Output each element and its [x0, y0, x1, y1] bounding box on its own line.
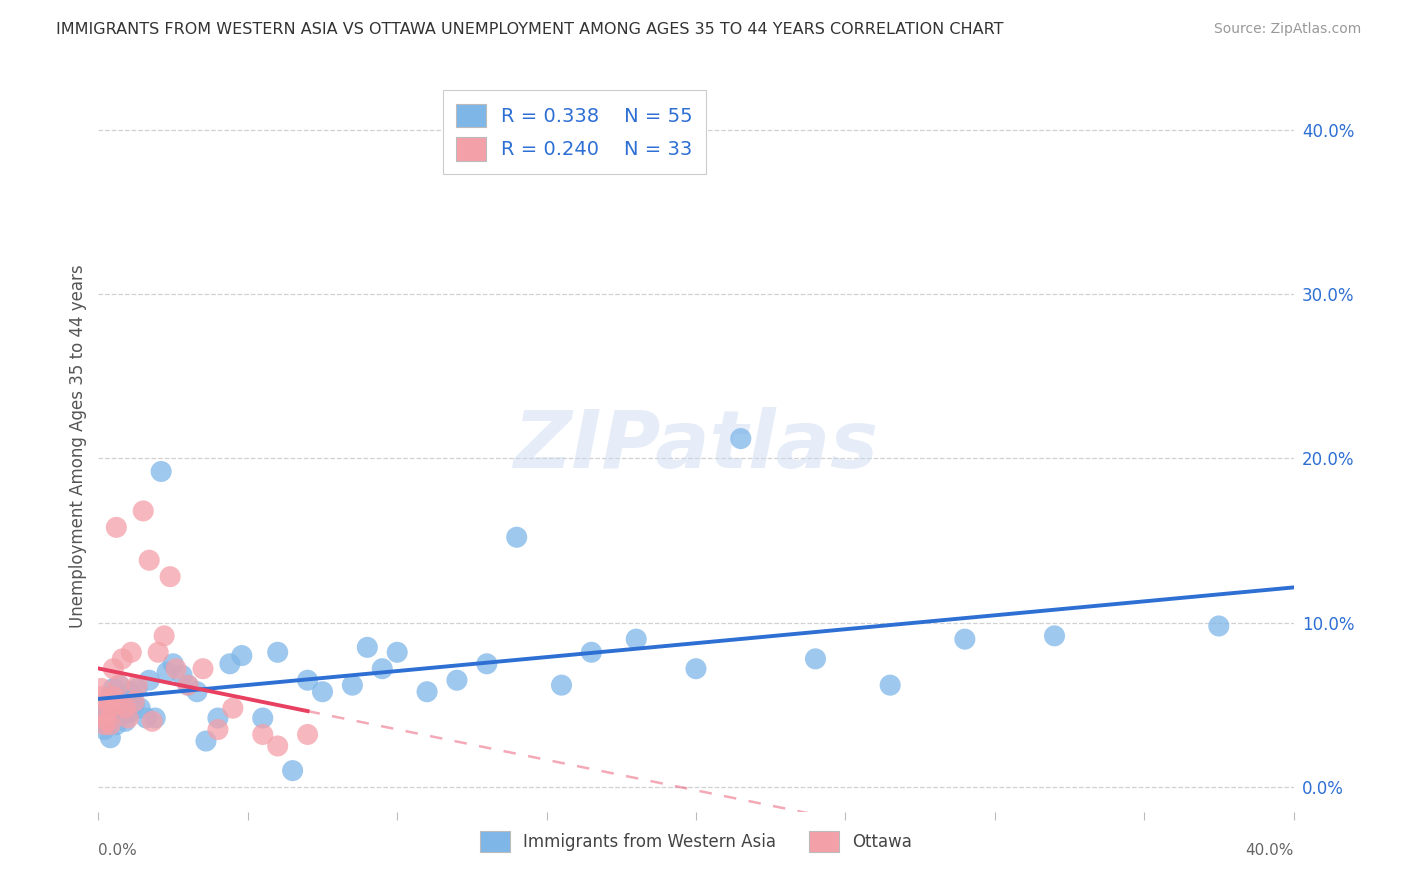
Point [129, 701, 152, 715]
Point [267, 739, 290, 753]
Point [114, 714, 136, 729]
Point [475, 657, 498, 671]
Point [127, 678, 149, 692]
Point [143, 711, 166, 725]
Point [267, 645, 290, 659]
Point [177, 678, 200, 692]
Point [506, 530, 529, 544]
Point [100, 731, 122, 745]
Text: 40.0%: 40.0% [1246, 843, 1294, 858]
Point [96, 701, 118, 715]
Point [159, 569, 181, 583]
Point [105, 717, 128, 731]
Point [219, 657, 242, 671]
Point [100, 690, 122, 704]
Point [96, 714, 118, 729]
Point [177, 678, 200, 692]
Point [581, 645, 603, 659]
Text: Source: ZipAtlas.com: Source: ZipAtlas.com [1213, 22, 1361, 37]
Point [172, 668, 194, 682]
Point [162, 657, 184, 671]
Point [90, 714, 112, 729]
Point [207, 723, 229, 737]
Y-axis label: Unemployment Among Ages 35 to 44 years: Unemployment Among Ages 35 to 44 years [69, 264, 87, 628]
Point [132, 504, 155, 518]
Point [108, 678, 131, 692]
Point [93, 711, 115, 725]
Point [100, 717, 122, 731]
Point [371, 662, 394, 676]
Point [730, 432, 752, 446]
Point [117, 706, 139, 720]
Point [117, 711, 139, 725]
Point [105, 698, 128, 712]
Point [96, 695, 118, 709]
Point [685, 662, 707, 676]
Point [186, 684, 208, 698]
Point [96, 717, 118, 731]
Point [879, 678, 901, 692]
Point [124, 698, 146, 712]
Point [297, 727, 319, 741]
Point [252, 727, 274, 741]
Point [297, 673, 319, 688]
Point [90, 681, 112, 696]
Point [124, 695, 146, 709]
Point [150, 465, 173, 479]
Point [281, 764, 304, 778]
Point [626, 632, 648, 647]
Point [93, 723, 115, 737]
Point [93, 717, 115, 731]
Text: IMMIGRANTS FROM WESTERN ASIA VS OTTAWA UNEMPLOYMENT AMONG AGES 35 TO 44 YEARS CO: IMMIGRANTS FROM WESTERN ASIA VS OTTAWA U… [56, 22, 1004, 37]
Point [385, 645, 409, 659]
Legend: Immigrants from Western Asia, Ottawa: Immigrants from Western Asia, Ottawa [472, 824, 920, 858]
Point [93, 706, 115, 720]
Point [114, 701, 136, 715]
Point [191, 662, 214, 676]
Point [108, 678, 131, 692]
Point [252, 711, 274, 725]
Point [207, 711, 229, 725]
Text: ZIPatlas: ZIPatlas [513, 407, 879, 485]
Point [231, 648, 253, 663]
Point [138, 673, 160, 688]
Point [953, 632, 976, 647]
Point [135, 711, 157, 725]
Point [103, 681, 125, 696]
Point [103, 690, 125, 704]
Point [148, 645, 170, 659]
Point [120, 645, 142, 659]
Point [153, 629, 176, 643]
Point [120, 684, 142, 698]
Point [105, 520, 128, 534]
Point [90, 690, 112, 704]
Point [195, 734, 218, 748]
Point [804, 652, 827, 666]
Point [141, 714, 163, 729]
Text: 0.0%: 0.0% [98, 843, 138, 858]
Point [222, 701, 245, 715]
Point [105, 695, 128, 709]
Point [416, 684, 439, 698]
Point [356, 640, 378, 655]
Point [342, 678, 364, 692]
Point [111, 690, 134, 704]
Point [311, 684, 333, 698]
Point [138, 553, 160, 567]
Point [103, 662, 125, 676]
Point [100, 701, 122, 715]
Point [111, 652, 134, 666]
Point [156, 665, 179, 679]
Point [127, 681, 149, 696]
Point [550, 678, 572, 692]
Point [446, 673, 468, 688]
Point [1208, 619, 1230, 633]
Point [1043, 629, 1066, 643]
Point [165, 662, 187, 676]
Point [103, 706, 125, 720]
